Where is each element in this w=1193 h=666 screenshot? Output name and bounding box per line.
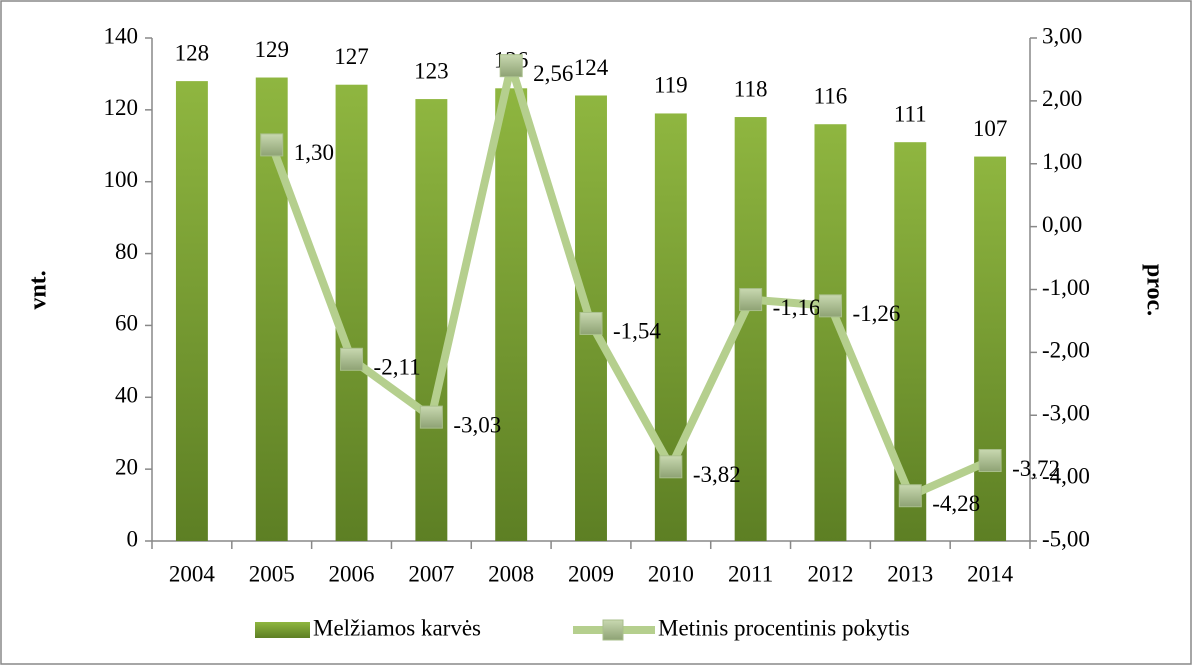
y-tick-label: 40 <box>115 383 138 408</box>
x-tick-label: 2007 <box>408 561 454 586</box>
line-marker <box>978 449 1002 473</box>
y2-axis-title: proc. <box>1141 264 1167 316</box>
line-marker <box>739 288 763 312</box>
bar-value-label: 118 <box>734 76 768 101</box>
line-marker <box>340 347 364 371</box>
bar-value-label: 124 <box>574 55 609 80</box>
line-value-label: 2,56 <box>533 61 573 86</box>
x-tick-label: 2010 <box>648 561 694 586</box>
legend-swatch <box>255 622 310 638</box>
y2-tick-label: 3,00 <box>1042 23 1082 48</box>
bar-value-label: 119 <box>654 73 688 98</box>
bar-value-label: 127 <box>334 44 369 69</box>
x-tick-label: 2004 <box>169 561 216 586</box>
bar <box>495 88 528 542</box>
x-tick-label: 2005 <box>249 561 295 586</box>
y2-tick-label: -1,00 <box>1042 275 1090 300</box>
line-marker <box>260 133 284 157</box>
line-marker <box>818 294 842 318</box>
y-tick-label: 20 <box>115 454 138 479</box>
bar-value-label: 111 <box>894 101 927 126</box>
line-marker <box>499 54 523 78</box>
y-tick-label: 120 <box>104 95 139 120</box>
y2-tick-label: -2,00 <box>1042 338 1090 363</box>
line-marker <box>579 311 603 335</box>
line-marker <box>898 484 922 508</box>
y-tick-label: 60 <box>115 311 138 336</box>
y2-tick-label: 2,00 <box>1042 86 1082 111</box>
bar-value-label: 129 <box>254 37 289 62</box>
line-value-label: -1,16 <box>773 295 821 320</box>
x-tick-label: 2006 <box>329 561 375 586</box>
legend-label: Melžiamos karvės <box>313 615 481 640</box>
y2-tick-label: 0,00 <box>1042 212 1082 237</box>
line-value-label: -4,28 <box>932 491 980 516</box>
legend-swatch <box>602 619 624 641</box>
line-value-label: -3,82 <box>693 462 741 487</box>
y2-tick-label: -5,00 <box>1042 526 1090 551</box>
line-value-label: -1,54 <box>613 319 661 344</box>
x-tick-label: 2014 <box>967 561 1014 586</box>
line-marker <box>659 455 683 479</box>
y-axis-title: vnt. <box>26 270 52 309</box>
bar <box>335 84 368 541</box>
line-value-label: -3,03 <box>453 412 501 437</box>
bar <box>175 81 208 541</box>
y-tick-label: 0 <box>127 526 139 551</box>
x-tick-label: 2011 <box>728 561 773 586</box>
bar <box>974 156 1007 542</box>
bar-value-label: 107 <box>973 116 1008 141</box>
x-tick-label: 2009 <box>568 561 614 586</box>
bar-value-label: 123 <box>414 58 449 83</box>
bar-value-label: 116 <box>814 84 848 109</box>
y2-tick-label: -3,00 <box>1042 401 1090 426</box>
line-value-label: -3,72 <box>1012 456 1060 481</box>
line-marker <box>419 405 443 429</box>
x-tick-label: 2013 <box>887 561 933 586</box>
legend-label: Metinis procentinis pokytis <box>658 615 910 640</box>
y2-tick-label: 1,00 <box>1042 149 1082 174</box>
x-tick-label: 2012 <box>807 561 853 586</box>
y-tick-label: 100 <box>104 167 139 192</box>
line-value-label: -1,26 <box>852 301 900 326</box>
y2-tick-label: -4,00 <box>1042 463 1090 488</box>
bar-value-label: 128 <box>175 40 210 65</box>
line-value-label: -2,11 <box>374 355 421 380</box>
x-tick-label: 2008 <box>488 561 534 586</box>
line <box>267 61 992 500</box>
bar <box>415 99 448 541</box>
bar <box>894 142 927 541</box>
y-tick-label: 80 <box>115 239 138 264</box>
y-tick-label: 140 <box>104 23 139 48</box>
line-value-label: 1,30 <box>294 140 334 165</box>
